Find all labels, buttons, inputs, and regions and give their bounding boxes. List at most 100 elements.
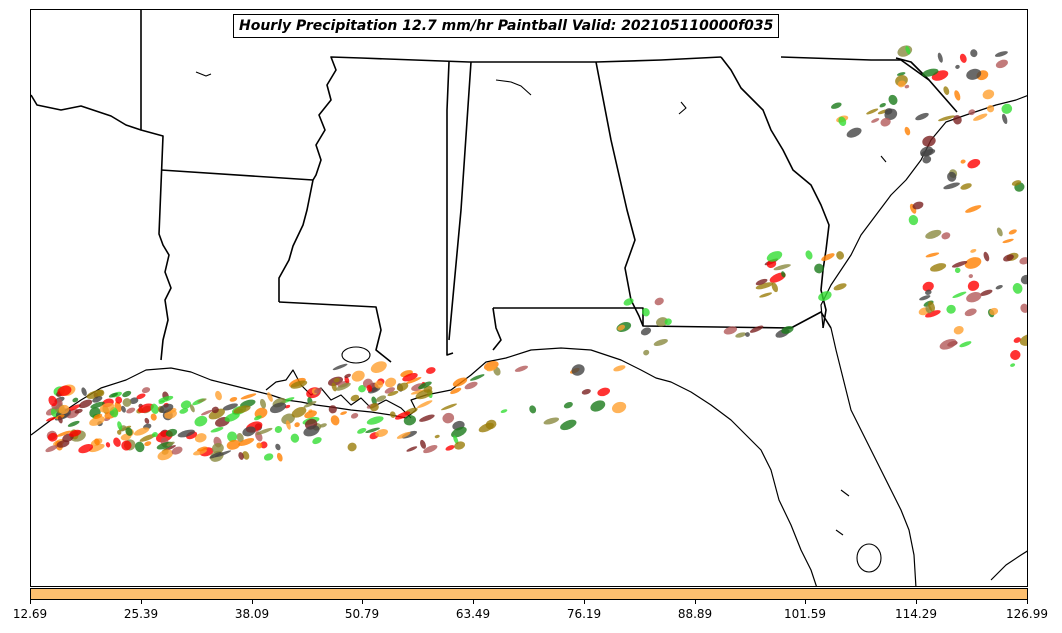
precip-paintball	[946, 304, 956, 314]
precip-paintball	[344, 373, 351, 379]
precip-paintball	[908, 215, 919, 226]
precip-paintball	[81, 387, 87, 397]
precip-paintball	[214, 450, 232, 458]
precip-paintball	[374, 380, 384, 389]
precip-paintball	[194, 415, 208, 427]
precip-paintball	[406, 446, 418, 452]
precip-paintball	[375, 395, 387, 402]
precip-paintball	[781, 271, 786, 278]
precip-paintball	[904, 84, 910, 89]
precip-paintball	[866, 108, 879, 115]
precip-paintball	[57, 416, 63, 424]
precip-paintball	[445, 445, 455, 451]
precip-paintball	[229, 397, 238, 402]
precip-paintball	[960, 183, 972, 190]
colorbar	[30, 588, 1028, 600]
precip-paintball	[126, 407, 136, 414]
precip-paintball	[871, 118, 880, 123]
precip-paintball	[93, 413, 103, 419]
precip-paintball	[989, 307, 999, 316]
colorbar-tick-label: 126.99	[1006, 607, 1048, 621]
precip-paintball	[723, 326, 738, 335]
precip-paintball	[312, 437, 322, 445]
precip-paintball	[983, 251, 990, 262]
map-canvas	[31, 10, 1027, 586]
precip-paintball	[830, 102, 842, 109]
precip-paintball	[943, 86, 950, 95]
precip-paintball	[291, 406, 307, 418]
precip-paintball	[115, 396, 123, 404]
precip-paintball	[351, 370, 365, 382]
colorbar-tick-label: 50.79	[344, 607, 380, 621]
precip-paintball	[222, 403, 238, 411]
precip-paintball	[368, 386, 381, 394]
precip-paintball	[358, 385, 366, 393]
precip-paintball	[58, 404, 70, 415]
precip-paintball	[1010, 350, 1021, 360]
precip-paintball	[418, 381, 432, 390]
precip-paintball	[954, 267, 961, 274]
precip-paintball	[426, 367, 436, 374]
precip-paintball	[304, 410, 317, 419]
colorbar-tick-label: 101.59	[784, 607, 826, 621]
precip-paintball	[330, 415, 340, 426]
precip-paintball	[905, 45, 911, 55]
precip-paintball	[196, 446, 208, 452]
precip-paintball	[478, 422, 494, 433]
precip-paintball	[434, 434, 440, 439]
precip-paintball	[46, 416, 56, 422]
precip-paintball	[888, 94, 898, 105]
precip-paintball	[67, 420, 80, 427]
precip-paintball	[922, 155, 932, 164]
colorbar-tick-label: 38.09	[234, 607, 270, 621]
precip-paintball	[486, 366, 497, 372]
precip-paintball	[755, 282, 774, 290]
precip-paintball	[281, 413, 295, 425]
precip-paintball	[189, 404, 195, 413]
precip-paintball	[344, 376, 350, 384]
precip-paintball	[226, 439, 241, 450]
precip-paintball	[1011, 180, 1022, 186]
precip-paintball	[642, 307, 650, 317]
precip-paintball	[357, 428, 367, 434]
precip-paintball	[938, 115, 955, 122]
colorbar-tick-label: 114.29	[895, 607, 937, 621]
precip-paintball	[369, 403, 379, 412]
precip-paintball	[375, 429, 388, 437]
precip-paintball	[818, 291, 832, 302]
precip-paintball	[452, 377, 468, 387]
precip-paintball	[749, 325, 764, 333]
precip-paintball	[396, 431, 411, 439]
precip-paintball	[964, 257, 982, 269]
precip-paintball	[1002, 238, 1014, 244]
precip-paintball	[67, 404, 81, 412]
precip-paintball	[959, 53, 967, 63]
precip-paintball	[529, 405, 537, 414]
precip-paintball	[965, 205, 982, 213]
precip-paintball	[560, 419, 577, 431]
precip-paintball	[654, 297, 664, 306]
precip-paintball	[973, 113, 988, 121]
precip-paintball	[387, 390, 399, 397]
precip-paintball	[970, 248, 977, 253]
precip-paintball	[904, 126, 911, 136]
precip-paintball	[915, 112, 929, 121]
precip-paintball	[158, 400, 165, 404]
precip-paintball	[735, 332, 747, 338]
precip-paintball	[451, 426, 467, 438]
precip-paintball	[771, 282, 778, 293]
precip-paintball	[210, 427, 224, 433]
precip-paintball	[90, 401, 105, 409]
precip-paintball	[781, 325, 794, 334]
precip-paintball	[980, 289, 993, 296]
precip-paintball	[967, 280, 980, 291]
precip-paintball	[209, 452, 222, 459]
precip-paintball	[396, 382, 409, 392]
colorbar-tick-mark	[30, 600, 31, 604]
precip-paintball	[922, 135, 936, 147]
precip-paintball	[285, 420, 291, 430]
precip-paintball	[919, 295, 931, 301]
precip-paintball	[144, 441, 152, 446]
precip-paintball	[177, 429, 195, 438]
precip-paintball	[947, 171, 957, 182]
